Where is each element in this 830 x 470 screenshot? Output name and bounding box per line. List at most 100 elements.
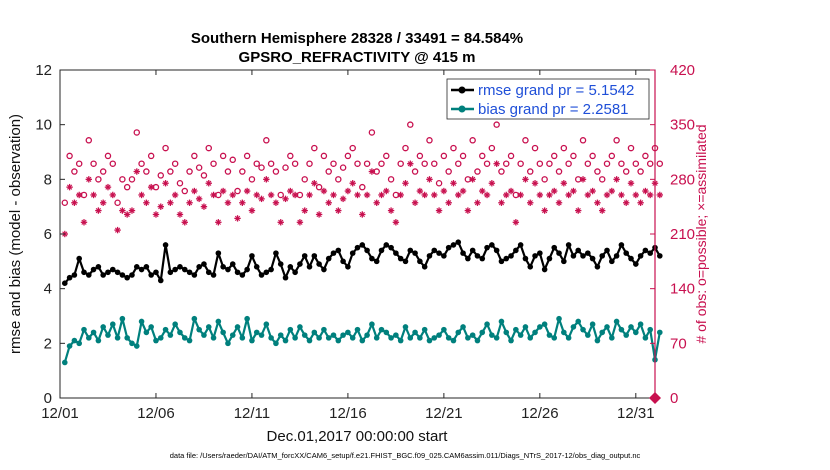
obs-assimilated-marker xyxy=(243,187,251,195)
obs-assimilated-marker xyxy=(613,176,620,183)
bias-point xyxy=(373,335,380,341)
obs-possible-marker xyxy=(565,160,572,167)
rmse-point xyxy=(105,269,111,276)
obs-assimilated-stroke xyxy=(623,200,629,206)
obs-possible-marker xyxy=(359,183,366,191)
bias-point xyxy=(153,337,159,344)
obs-assimilated-stroke xyxy=(129,207,135,214)
obs-assimilated-stroke xyxy=(321,188,327,194)
obs-assimilated-stroke xyxy=(172,192,178,198)
obs-assimilated-stroke xyxy=(86,176,92,182)
bias-point xyxy=(215,318,222,325)
obs-assimilated-stroke xyxy=(383,188,389,194)
obs-assimilated-marker xyxy=(167,199,174,206)
obs-possible-marker xyxy=(498,168,505,175)
bias-point xyxy=(340,332,346,338)
obs-possible-marker xyxy=(431,160,438,167)
rmse-point xyxy=(599,253,606,259)
obs-assimilated-marker xyxy=(229,191,236,199)
rmse-point xyxy=(239,272,246,278)
rmse-point xyxy=(253,264,260,270)
bias-point xyxy=(239,335,246,341)
rmse-point xyxy=(604,247,610,254)
obs-assimilated-marker xyxy=(469,176,476,183)
rmse-point xyxy=(585,250,591,256)
obs-assimilated-stroke xyxy=(110,192,116,198)
obs-assimilated-stroke xyxy=(369,168,375,175)
rmse-point xyxy=(282,274,289,281)
obs-assimilated-stroke xyxy=(230,192,236,198)
obs-possible-marker xyxy=(138,160,145,167)
rmse-point xyxy=(205,269,212,276)
obs-assimilated-marker xyxy=(162,180,169,187)
bias-point xyxy=(292,335,298,341)
obs-assimilated-stroke xyxy=(196,196,202,202)
obs-assimilated-marker xyxy=(191,187,198,195)
right-tick-label: 70 xyxy=(670,335,687,352)
obs-assimilated-marker xyxy=(320,187,328,195)
bias-point xyxy=(287,326,294,333)
obs-assimilated-stroke xyxy=(647,192,653,198)
obs-assimilated-stroke xyxy=(254,192,260,198)
obs-possible-marker xyxy=(589,152,596,160)
right-tick-label: 420 xyxy=(670,62,695,79)
obs-assimilated-stroke xyxy=(134,168,140,175)
obs-assimilated-marker xyxy=(507,187,515,195)
rmse-point xyxy=(61,280,68,287)
bias-point xyxy=(325,335,332,341)
obs-assimilated-stroke xyxy=(206,180,212,186)
obs-possible-marker xyxy=(191,152,198,160)
rmse-point xyxy=(561,258,567,265)
obs-assimilated-marker xyxy=(522,176,529,183)
obs-possible-marker xyxy=(440,152,448,160)
obs-assimilated-marker xyxy=(205,180,212,187)
rmse-point xyxy=(153,269,159,276)
bias-point xyxy=(402,324,409,330)
rmse-point xyxy=(109,266,116,273)
left-tick-label: 10 xyxy=(35,117,52,134)
rmse-point xyxy=(364,247,370,254)
obs-possible-marker xyxy=(315,183,323,191)
obs-assimilated-marker xyxy=(186,199,193,206)
obs-assimilated-stroke xyxy=(388,207,394,214)
rmse-point xyxy=(100,272,106,278)
obs-assimilated-marker xyxy=(267,191,275,199)
rmse-point xyxy=(546,255,553,262)
obs-assimilated-stroke xyxy=(167,200,173,206)
obs-assimilated-stroke xyxy=(412,200,418,206)
obs-assimilated-stroke xyxy=(594,200,601,206)
bias-point xyxy=(537,324,543,330)
obs-assimilated-marker xyxy=(315,211,323,218)
obs-possible-marker xyxy=(282,164,289,171)
y-axis-label-left: rmse and bias (model - observation) xyxy=(7,114,24,354)
obs-assimilated-marker xyxy=(383,187,390,195)
obs-possible-marker xyxy=(622,168,630,175)
plot-area xyxy=(60,70,655,398)
obs-assimilated-stroke xyxy=(220,188,226,194)
rmse-point xyxy=(133,264,140,270)
bias-point xyxy=(388,335,394,341)
obs-assimilated-stroke xyxy=(234,215,241,222)
rmse-point xyxy=(450,242,457,248)
obs-possible-marker xyxy=(469,137,476,144)
bias-point xyxy=(177,329,183,336)
obs-assimilated-marker xyxy=(584,191,592,199)
obs-possible-marker xyxy=(200,172,208,179)
obs-possible-marker xyxy=(445,168,452,175)
obs-assimilated-marker xyxy=(335,207,342,214)
obs-assimilated-marker xyxy=(421,191,428,199)
bias-point xyxy=(138,318,145,325)
obs-possible-marker xyxy=(119,176,126,183)
bias-point xyxy=(637,321,644,328)
obs-assimilated-marker xyxy=(426,176,433,183)
obs-possible-marker xyxy=(219,152,227,160)
bias-point xyxy=(623,332,630,338)
obs-assimilated-marker xyxy=(579,176,587,183)
obs-assimilated-stroke xyxy=(551,188,557,194)
obs-possible-marker xyxy=(402,144,409,152)
obs-assimilated-marker xyxy=(133,168,140,175)
obs-assimilated-stroke xyxy=(498,200,505,206)
obs-assimilated-marker xyxy=(349,180,356,187)
obs-assimilated-marker xyxy=(474,199,481,206)
obs-assimilated-stroke xyxy=(326,200,332,206)
